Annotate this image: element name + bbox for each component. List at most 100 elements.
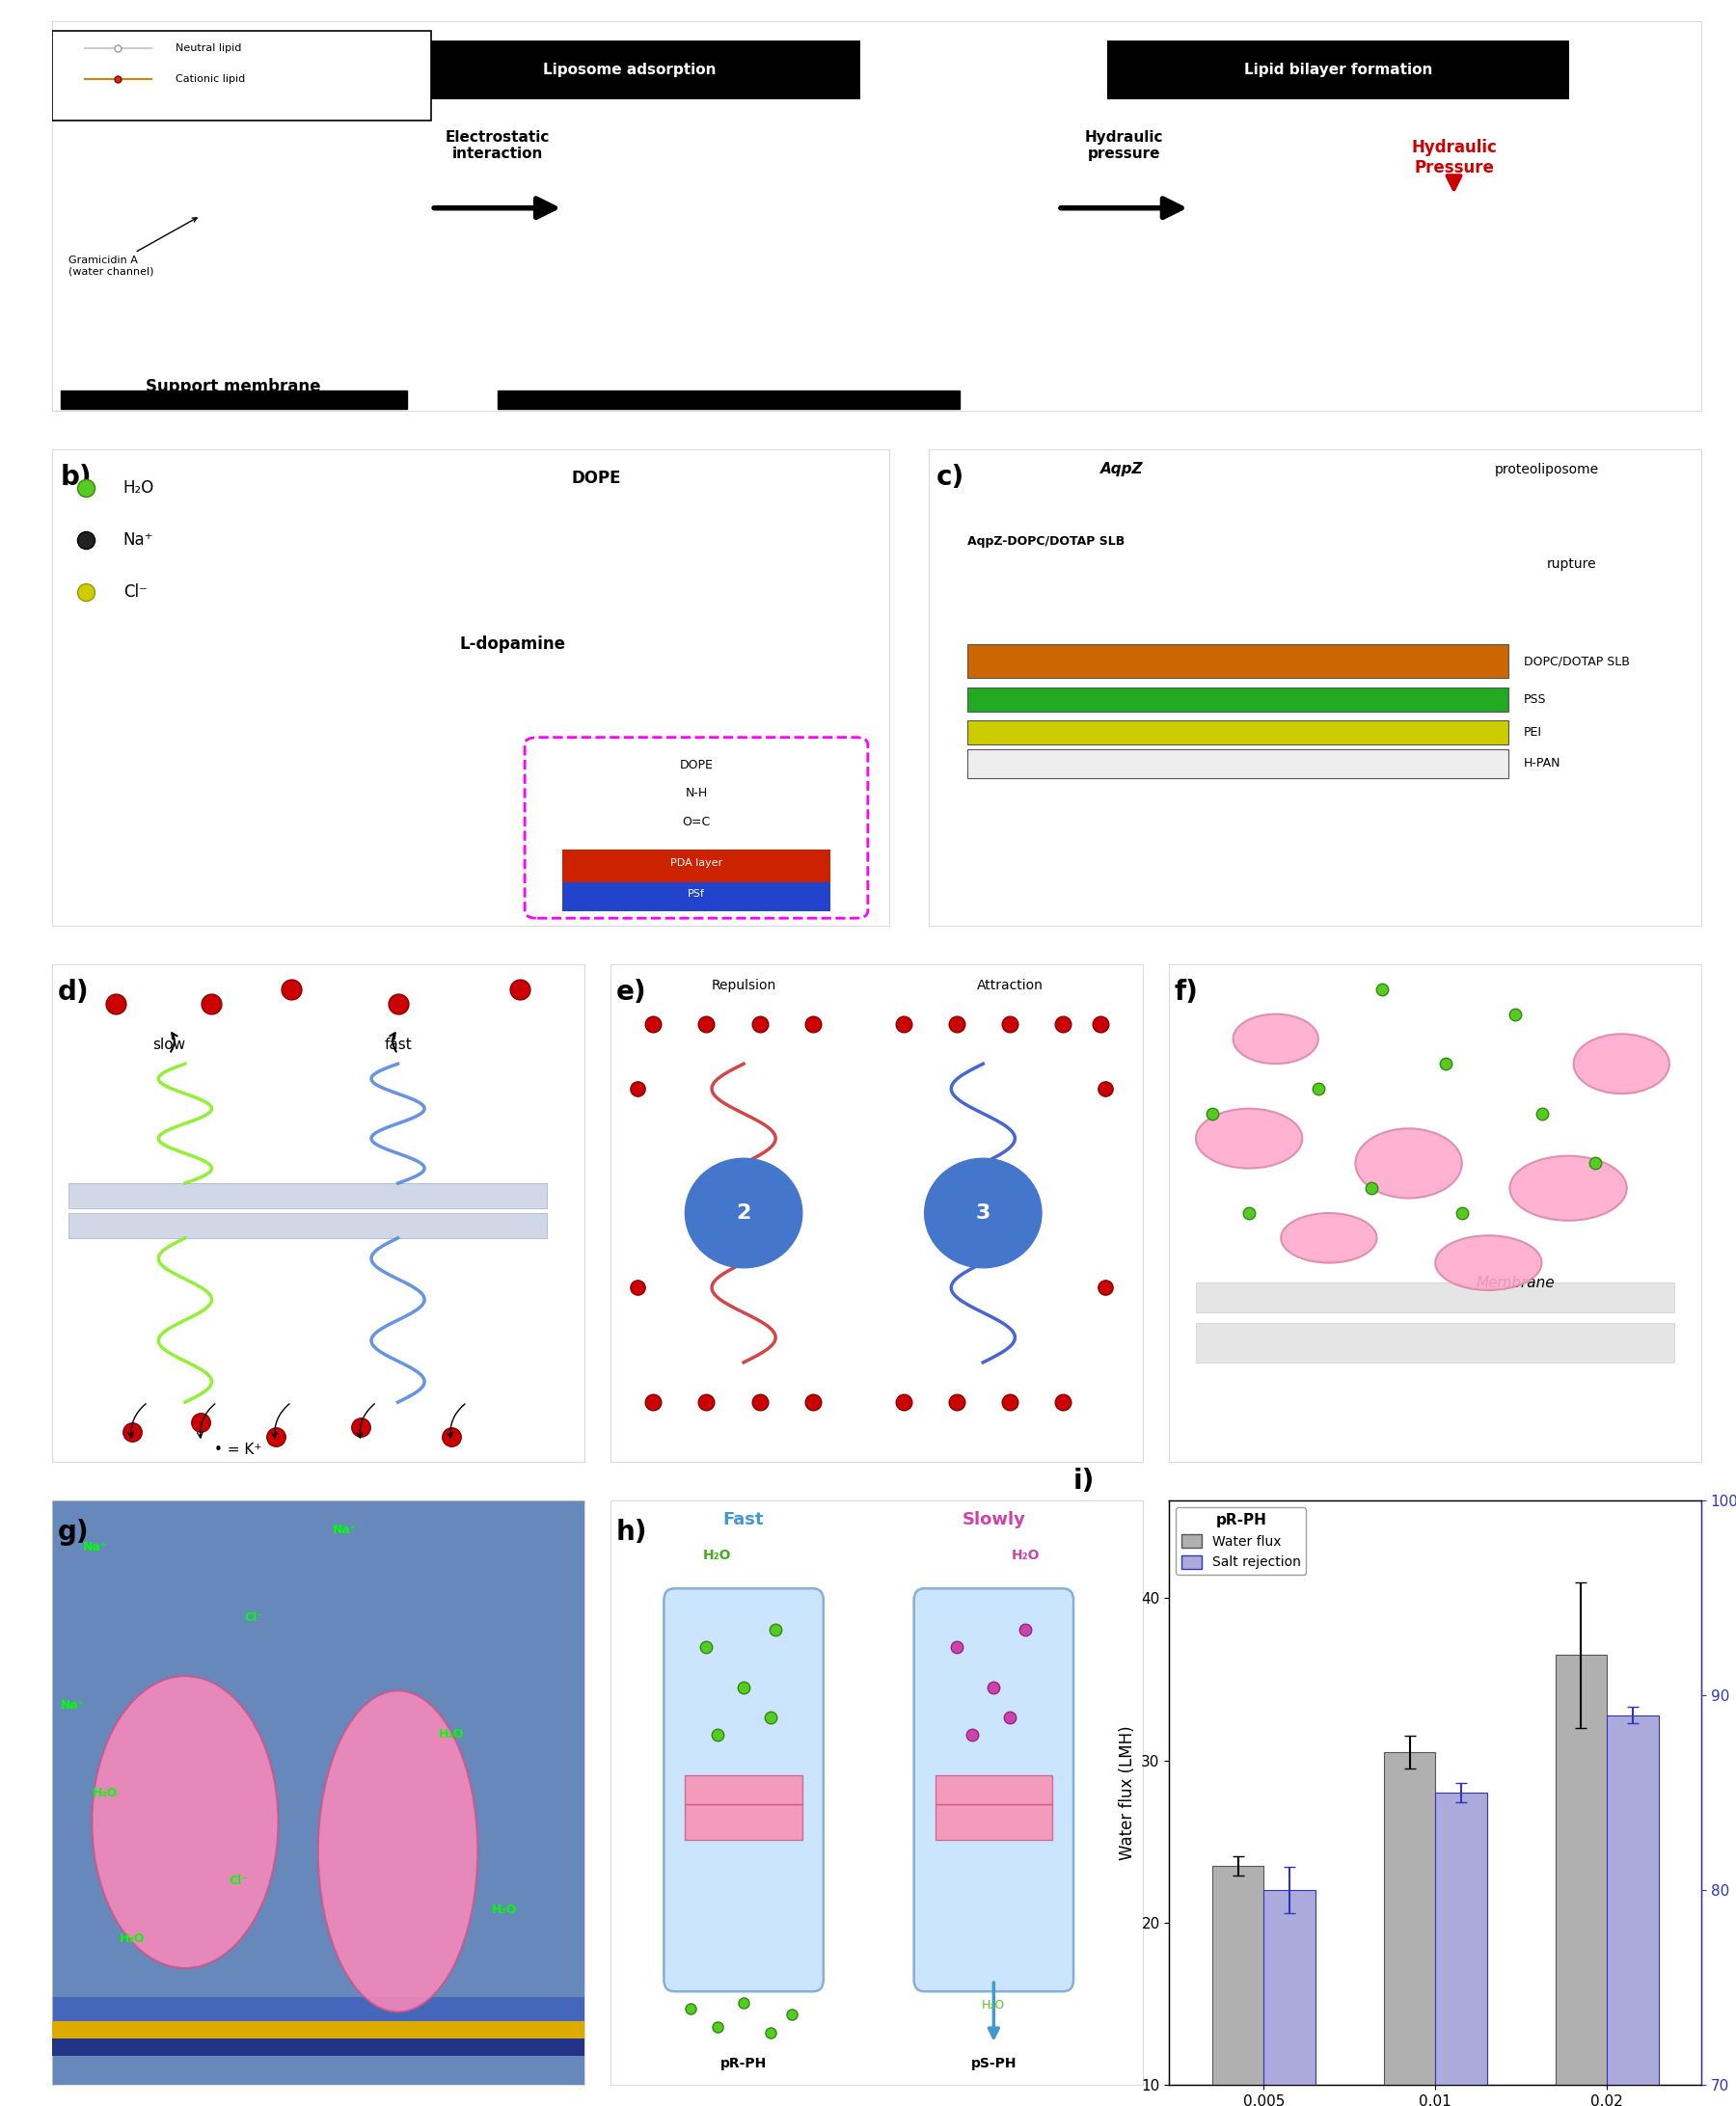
- Text: AqpZ: AqpZ: [1101, 461, 1144, 476]
- Text: PSf: PSf: [687, 889, 705, 899]
- FancyBboxPatch shape: [967, 750, 1509, 777]
- Text: Attraction: Attraction: [976, 979, 1043, 992]
- Text: N-H: N-H: [686, 788, 708, 800]
- FancyBboxPatch shape: [913, 1588, 1073, 1992]
- Text: 3: 3: [976, 1203, 991, 1224]
- FancyBboxPatch shape: [1108, 40, 1569, 99]
- FancyBboxPatch shape: [52, 1996, 583, 2055]
- Bar: [1212, 1866, 1264, 2085]
- FancyBboxPatch shape: [1196, 1323, 1675, 1363]
- FancyBboxPatch shape: [967, 687, 1509, 712]
- Text: Neutral lipid: Neutral lipid: [175, 44, 241, 53]
- Ellipse shape: [92, 1676, 278, 1969]
- FancyBboxPatch shape: [663, 1588, 823, 1992]
- Text: Cl⁻: Cl⁻: [245, 1611, 264, 1624]
- FancyBboxPatch shape: [68, 1184, 547, 1209]
- Text: H₂O: H₂O: [983, 1999, 1005, 2011]
- Text: H₂O: H₂O: [120, 1933, 144, 1946]
- Text: H₂O: H₂O: [439, 1729, 464, 1742]
- Text: Hydraulic
pressure: Hydraulic pressure: [1085, 131, 1163, 162]
- Text: Electrostatic
interaction: Electrostatic interaction: [444, 131, 550, 162]
- Text: H₂O: H₂O: [123, 478, 155, 497]
- FancyBboxPatch shape: [61, 392, 406, 409]
- Text: H₂O: H₂O: [92, 1786, 118, 1799]
- FancyBboxPatch shape: [68, 1213, 547, 1238]
- Ellipse shape: [318, 1691, 477, 2011]
- Text: i): i): [1073, 1468, 1095, 1495]
- Text: H₂O: H₂O: [491, 1904, 517, 1916]
- Text: AqpZ-DOPC/DOTAP SLB: AqpZ-DOPC/DOTAP SLB: [967, 535, 1125, 548]
- FancyBboxPatch shape: [936, 1805, 1052, 1841]
- FancyBboxPatch shape: [562, 882, 830, 912]
- FancyBboxPatch shape: [967, 644, 1509, 678]
- Text: h): h): [616, 1518, 648, 1546]
- Text: c): c): [937, 463, 965, 491]
- Text: Na⁺: Na⁺: [123, 531, 153, 548]
- Ellipse shape: [1510, 1156, 1627, 1221]
- Ellipse shape: [1281, 1213, 1377, 1264]
- Bar: [1555, 1655, 1608, 2085]
- Ellipse shape: [1233, 1015, 1318, 1064]
- Text: Lipid bilayer formation: Lipid bilayer formation: [1245, 63, 1432, 78]
- FancyBboxPatch shape: [52, 2020, 583, 2039]
- Text: proteoliposome: proteoliposome: [1495, 463, 1599, 476]
- Text: Hydraulic
Pressure: Hydraulic Pressure: [1411, 139, 1496, 177]
- Text: PSS: PSS: [1524, 693, 1547, 706]
- FancyBboxPatch shape: [936, 1775, 1052, 1805]
- FancyBboxPatch shape: [1196, 1283, 1675, 1312]
- Text: f): f): [1175, 979, 1198, 1007]
- Text: Cl⁻: Cl⁻: [229, 1874, 248, 1887]
- Text: rupture: rupture: [1547, 558, 1597, 571]
- Text: b): b): [61, 463, 92, 491]
- Bar: [1608, 1714, 1658, 2085]
- Circle shape: [686, 1158, 802, 1268]
- Text: Na⁺: Na⁺: [82, 1542, 108, 1554]
- Circle shape: [925, 1158, 1042, 1268]
- Bar: [1436, 1792, 1486, 2085]
- Text: H-PAN: H-PAN: [1524, 758, 1561, 771]
- Text: slow: slow: [153, 1038, 186, 1051]
- Text: O=C: O=C: [682, 815, 710, 828]
- Text: Membrane: Membrane: [1476, 1276, 1554, 1291]
- FancyBboxPatch shape: [967, 720, 1509, 746]
- Y-axis label: Water flux (LMH): Water flux (LMH): [1118, 1725, 1135, 1860]
- FancyBboxPatch shape: [399, 40, 861, 99]
- Text: L-dopamine: L-dopamine: [460, 636, 566, 653]
- Text: Na⁺: Na⁺: [332, 1525, 358, 1535]
- Bar: [1264, 1891, 1316, 2085]
- Text: Gramicidin A
(water channel): Gramicidin A (water channel): [68, 217, 196, 276]
- Bar: [1384, 1752, 1436, 2085]
- Text: DOPE: DOPE: [679, 758, 713, 771]
- Text: Support membrane: Support membrane: [146, 379, 321, 396]
- Text: pR-PH: pR-PH: [720, 2058, 767, 2070]
- Text: H₂O: H₂O: [1012, 1548, 1040, 1563]
- Legend: Water flux, Salt rejection: Water flux, Salt rejection: [1175, 1508, 1305, 1575]
- FancyBboxPatch shape: [562, 849, 830, 882]
- Ellipse shape: [1356, 1129, 1462, 1198]
- Text: DOPE: DOPE: [571, 470, 621, 486]
- Text: fast: fast: [384, 1038, 411, 1051]
- FancyBboxPatch shape: [686, 1805, 802, 1841]
- Text: Fast: Fast: [724, 1510, 764, 1529]
- Text: Liposome adsorption: Liposome adsorption: [543, 63, 715, 78]
- Text: Repulsion: Repulsion: [712, 979, 776, 992]
- Text: Slowly: Slowly: [962, 1510, 1026, 1529]
- Text: Na⁺: Na⁺: [61, 1700, 85, 1712]
- Text: DOPC/DOTAP SLB: DOPC/DOTAP SLB: [1524, 655, 1630, 668]
- Text: pS-PH: pS-PH: [970, 2058, 1017, 2070]
- Text: • = K⁺: • = K⁺: [215, 1443, 262, 1457]
- Text: PEI: PEI: [1524, 727, 1542, 739]
- Text: H₂O: H₂O: [703, 1548, 731, 1563]
- Text: e): e): [616, 979, 646, 1007]
- FancyBboxPatch shape: [52, 2039, 583, 2055]
- Text: a): a): [68, 34, 99, 59]
- Text: 2: 2: [736, 1203, 752, 1224]
- Text: g): g): [57, 1518, 89, 1546]
- Ellipse shape: [1436, 1236, 1542, 1291]
- Text: Cationic lipid: Cationic lipid: [175, 74, 245, 84]
- Text: PDA layer: PDA layer: [670, 857, 722, 868]
- FancyBboxPatch shape: [686, 1775, 802, 1805]
- FancyBboxPatch shape: [498, 392, 958, 409]
- Text: Cl⁻: Cl⁻: [123, 583, 148, 600]
- FancyBboxPatch shape: [524, 737, 868, 918]
